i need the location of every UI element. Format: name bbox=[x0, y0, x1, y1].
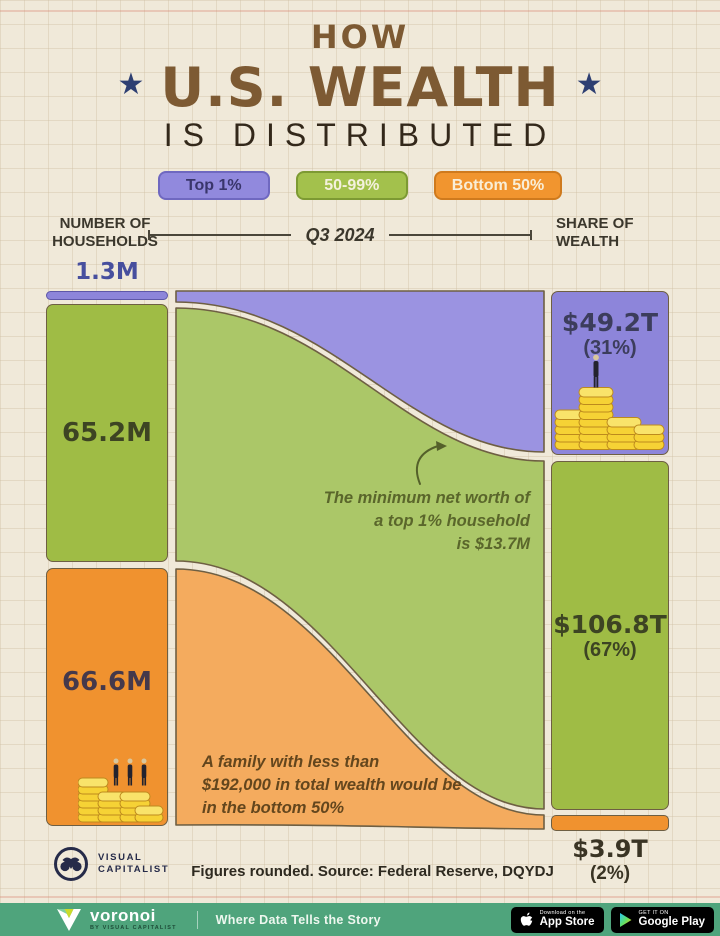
visual-capitalist-wordmark: VISUAL CAPITALIST bbox=[98, 852, 170, 875]
bottom-brand-bar: voronoi BY VISUAL CAPITALIST Where Data … bbox=[0, 903, 720, 936]
coins-illustration-top1 bbox=[554, 354, 665, 450]
bottom50-wealth-bar bbox=[551, 815, 669, 831]
mid-wealth-value: $106.8T bbox=[553, 609, 667, 639]
grid-accent-line bbox=[0, 10, 720, 12]
app-store-badge[interactable]: Download on the App Store bbox=[510, 906, 604, 933]
person-icon bbox=[593, 354, 599, 388]
page-title: ★ U.S. WEALTH ★ bbox=[0, 56, 720, 119]
footer: VISUAL CAPITALIST Figures rounded. Sourc… bbox=[52, 845, 554, 883]
bottom50-wealth-share: (2%) bbox=[589, 863, 631, 884]
apple-icon bbox=[520, 912, 532, 926]
flow-top1 bbox=[175, 290, 545, 453]
top1-wealth-value: $49.2T bbox=[561, 308, 659, 337]
mid-households-bar: 65.2M bbox=[46, 304, 168, 562]
bottom50-households-bar: 66.6M bbox=[46, 568, 168, 826]
left-axis-label: NUMBER OF HOUSEHOLDS bbox=[52, 215, 158, 251]
star-icon: ★ bbox=[575, 68, 603, 101]
sankey-flows bbox=[175, 290, 545, 830]
coins-illustration-bottom50 bbox=[78, 758, 164, 823]
google-play-icon bbox=[619, 912, 632, 927]
flow-bottom50 bbox=[175, 568, 545, 830]
legend: Top 1% 50-99% Bottom 50% bbox=[0, 171, 720, 200]
rule-tick-right bbox=[530, 230, 532, 240]
voronoi-logo-icon bbox=[57, 908, 81, 931]
visual-capitalist-logo-icon bbox=[54, 847, 88, 881]
divider bbox=[196, 910, 198, 929]
flow-50-99 bbox=[175, 307, 545, 810]
top1-wealth-share: (31%) bbox=[583, 337, 637, 359]
bottom50-wealth-value: $3.9T bbox=[572, 835, 648, 863]
period-label: Q3 2024 bbox=[305, 224, 375, 245]
tagline: Where Data Tells the Story bbox=[215, 912, 381, 927]
rule-tick-left bbox=[148, 230, 150, 240]
top1-households-value: 1.3M bbox=[75, 259, 139, 285]
legend-bottom50: Bottom 50% bbox=[433, 171, 563, 200]
annotation-top1-networth: The minimum net worth of a top 1% househ… bbox=[323, 489, 530, 554]
person-icon bbox=[141, 758, 147, 786]
star-icon: ★ bbox=[117, 68, 145, 101]
source-note: Figures rounded. Source: Federal Reserve… bbox=[191, 862, 554, 880]
legend-50-99: 50-99% bbox=[295, 171, 408, 200]
voronoi-wordmark: voronoi BY VISUAL CAPITALIST bbox=[90, 906, 177, 932]
bottom50-households-value: 66.6M bbox=[61, 667, 153, 697]
mid-households-value: 65.2M bbox=[61, 418, 153, 448]
bottom50-wealth-label: $3.9T (2%) bbox=[551, 835, 669, 885]
title-sub: IS DISTRIBUTED bbox=[163, 117, 557, 153]
title-main: U.S. WEALTH bbox=[160, 56, 560, 119]
annotation-bottom50-threshold: A family with less than $192,000 in tota… bbox=[202, 753, 462, 818]
title-kicker: HOW bbox=[310, 18, 410, 56]
person-icon bbox=[127, 758, 133, 786]
mid-wealth-bar: $106.8T (67%) bbox=[551, 461, 669, 810]
legend-top1: Top 1% bbox=[157, 171, 270, 200]
right-axis-label: SHARE OF WEALTH bbox=[556, 215, 634, 251]
google-play-badge[interactable]: GET IT ON Google Play bbox=[610, 906, 714, 933]
period-rule: Q3 2024 bbox=[148, 224, 532, 246]
mid-wealth-share: (67%) bbox=[583, 638, 637, 661]
top1-households-bar bbox=[46, 291, 168, 300]
person-icon bbox=[113, 758, 119, 786]
grid-accent-line bbox=[0, 896, 720, 898]
annotation-arrow bbox=[415, 441, 447, 485]
top1-wealth-bar: $49.2T (31%) bbox=[551, 291, 669, 455]
